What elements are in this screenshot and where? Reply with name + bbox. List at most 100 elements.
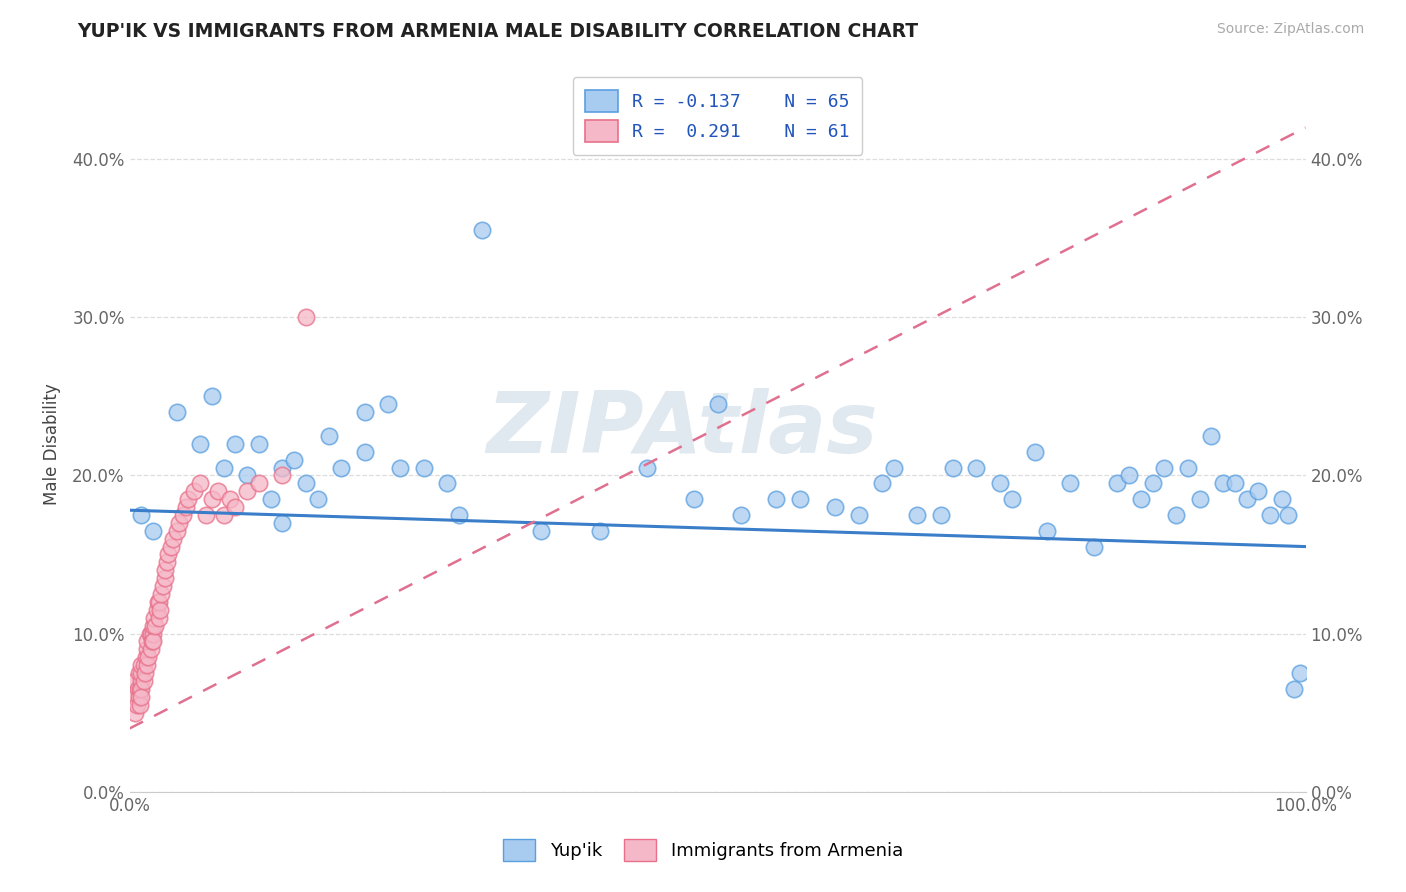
Point	[929, 508, 952, 522]
Point	[212, 508, 235, 522]
Point	[125, 698, 148, 712]
Point	[141, 634, 163, 648]
Point	[207, 484, 229, 499]
Point	[1212, 476, 1234, 491]
Point	[177, 492, 200, 507]
Point	[1282, 681, 1305, 696]
Point	[153, 571, 176, 585]
Point	[124, 706, 146, 720]
Point	[142, 634, 165, 648]
Point	[765, 492, 787, 507]
Point	[195, 508, 218, 522]
Point	[167, 516, 190, 530]
Point	[142, 626, 165, 640]
Point	[127, 681, 149, 696]
Point	[134, 666, 156, 681]
Point	[1083, 540, 1105, 554]
Point	[271, 468, 294, 483]
Point	[142, 524, 165, 538]
Point	[789, 492, 811, 507]
Point	[1247, 484, 1270, 499]
Point	[589, 524, 612, 538]
Point	[907, 508, 929, 522]
Text: YUP'IK VS IMMIGRANTS FROM ARMENIA MALE DISABILITY CORRELATION CHART: YUP'IK VS IMMIGRANTS FROM ARMENIA MALE D…	[77, 22, 918, 41]
Point	[146, 595, 169, 609]
Point	[162, 532, 184, 546]
Point	[188, 437, 211, 451]
Point	[988, 476, 1011, 491]
Point	[1129, 492, 1152, 507]
Point	[166, 524, 188, 538]
Point	[145, 603, 167, 617]
Point	[942, 460, 965, 475]
Point	[143, 611, 166, 625]
Point	[172, 508, 194, 522]
Point	[153, 563, 176, 577]
Point	[138, 650, 160, 665]
Legend: R = -0.137    N = 65, R =  0.291    N = 61: R = -0.137 N = 65, R = 0.291 N = 61	[572, 77, 862, 154]
Point	[1288, 666, 1310, 681]
Point	[136, 634, 159, 648]
Point	[128, 666, 150, 681]
Point	[389, 460, 412, 475]
Point	[353, 405, 375, 419]
Point	[145, 618, 167, 632]
Point	[848, 508, 870, 522]
Point	[730, 508, 752, 522]
Point	[883, 460, 905, 475]
Point	[174, 500, 197, 514]
Point	[128, 690, 150, 704]
Point	[157, 548, 180, 562]
Point	[1236, 492, 1258, 507]
Point	[131, 658, 153, 673]
Point	[1201, 429, 1223, 443]
Point	[530, 524, 553, 538]
Point	[135, 650, 157, 665]
Point	[236, 468, 259, 483]
Point	[318, 429, 340, 443]
Point	[1177, 460, 1199, 475]
Point	[129, 681, 152, 696]
Point	[132, 673, 155, 688]
Point	[183, 484, 205, 499]
Point	[148, 595, 170, 609]
Point	[1223, 476, 1246, 491]
Point	[412, 460, 434, 475]
Point	[131, 508, 153, 522]
Point	[132, 658, 155, 673]
Point	[224, 437, 246, 451]
Y-axis label: Male Disability: Male Disability	[44, 383, 60, 505]
Point	[139, 626, 162, 640]
Point	[295, 476, 318, 491]
Point	[131, 681, 153, 696]
Point	[1271, 492, 1294, 507]
Point	[1258, 508, 1281, 522]
Point	[139, 642, 162, 657]
Point	[1166, 508, 1188, 522]
Point	[1000, 492, 1022, 507]
Point	[212, 460, 235, 475]
Point	[1277, 508, 1299, 522]
Point	[436, 476, 458, 491]
Point	[136, 658, 159, 673]
Point	[201, 492, 224, 507]
Text: Source: ZipAtlas.com: Source: ZipAtlas.com	[1216, 22, 1364, 37]
Point	[159, 540, 181, 554]
Point	[150, 587, 173, 601]
Point	[870, 476, 893, 491]
Point	[283, 452, 305, 467]
Point	[377, 397, 399, 411]
Point	[824, 500, 846, 514]
Point	[271, 516, 294, 530]
Point	[224, 500, 246, 514]
Point	[271, 460, 294, 475]
Point	[247, 437, 270, 451]
Point	[201, 389, 224, 403]
Point	[131, 673, 153, 688]
Point	[307, 492, 329, 507]
Point	[1059, 476, 1081, 491]
Point	[156, 555, 179, 569]
Point	[148, 611, 170, 625]
Point	[166, 405, 188, 419]
Point	[131, 690, 153, 704]
